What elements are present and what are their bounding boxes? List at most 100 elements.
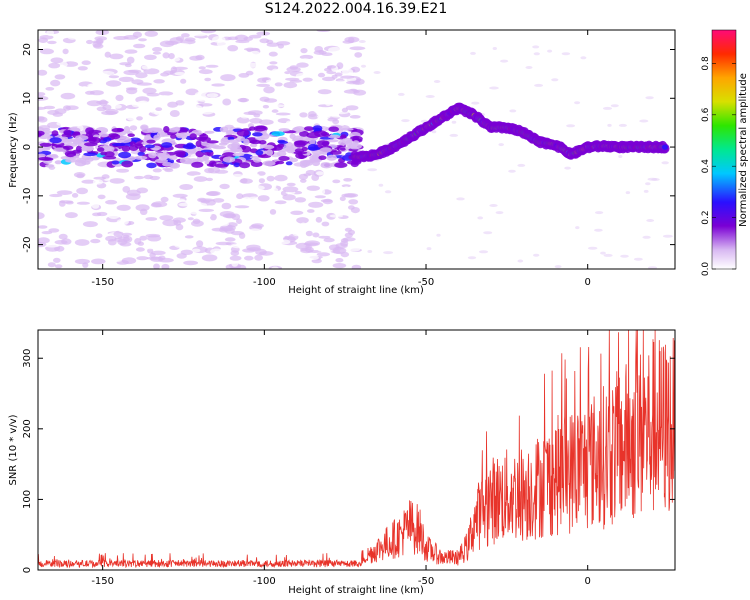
heatmap-cell bbox=[38, 111, 44, 116]
heatmap-cell bbox=[38, 132, 42, 137]
heatmap-cell bbox=[206, 177, 213, 182]
heatmap-cell bbox=[218, 142, 228, 146]
heatmap-cell bbox=[60, 92, 76, 100]
heatmap-cell bbox=[275, 112, 291, 116]
heatmap-cell bbox=[139, 235, 148, 241]
heatmap-cell bbox=[137, 151, 145, 157]
heatmap-cell bbox=[144, 30, 158, 37]
heatmap-cell bbox=[451, 120, 457, 124]
heatmap-cell bbox=[84, 157, 94, 162]
heatmap-cell bbox=[116, 204, 131, 211]
heatmap-cell bbox=[89, 90, 104, 96]
heatmap-cell bbox=[263, 86, 275, 94]
heatmap-cell bbox=[187, 217, 194, 221]
heatmap-cell bbox=[401, 119, 410, 123]
heatmap-cell bbox=[172, 209, 183, 213]
heatmap-cell bbox=[246, 62, 258, 68]
heatmap-cell bbox=[180, 249, 193, 255]
heatmap-cell bbox=[257, 216, 267, 222]
heatmap-cell bbox=[183, 260, 199, 266]
heatmap-cell bbox=[335, 258, 344, 263]
heatmap-cell bbox=[306, 160, 313, 166]
heatmap-cell bbox=[318, 155, 327, 160]
heatmap-cell bbox=[355, 221, 366, 228]
heatmap-cell bbox=[38, 262, 44, 267]
heatmap-cell bbox=[600, 251, 606, 255]
heatmap-cell bbox=[182, 144, 197, 150]
heatmap-cell bbox=[580, 56, 587, 60]
heatmap-cell bbox=[257, 234, 266, 241]
spectrogram-xlabel: Height of straight line (km) bbox=[288, 285, 424, 296]
heatmap-cell bbox=[230, 145, 243, 153]
heatmap-cell bbox=[126, 115, 137, 121]
heatmap-cell bbox=[154, 109, 167, 116]
heatmap-cell bbox=[111, 160, 120, 165]
heatmap-cell bbox=[360, 64, 367, 68]
heatmap-cell bbox=[248, 50, 261, 58]
heatmap-cell bbox=[306, 90, 314, 96]
heatmap-cell bbox=[275, 160, 285, 165]
heatmap-cell bbox=[289, 201, 304, 208]
heatmap-cell bbox=[306, 185, 320, 191]
heatmap-cell bbox=[151, 250, 166, 256]
heatmap-cell bbox=[174, 72, 186, 76]
heatmap-cell bbox=[105, 199, 118, 205]
heatmap-cell bbox=[152, 168, 162, 173]
heatmap-cell bbox=[59, 200, 74, 204]
heatmap-cell bbox=[140, 120, 152, 126]
heatmap-cell bbox=[210, 214, 217, 221]
heatmap-cell bbox=[113, 104, 122, 109]
heatmap-cell bbox=[193, 176, 208, 182]
heatmap-cell bbox=[346, 80, 361, 85]
heatmap-cell bbox=[298, 173, 308, 180]
heatmap-cell bbox=[340, 75, 355, 79]
heatmap-cell bbox=[161, 263, 170, 269]
heatmap-cell bbox=[195, 140, 202, 148]
heatmap-cell bbox=[150, 202, 162, 208]
heatmap-cell bbox=[201, 232, 216, 238]
heatmap-cell bbox=[61, 88, 75, 93]
heatmap-cell bbox=[329, 150, 342, 155]
heatmap-cell bbox=[121, 160, 134, 168]
heatmap-cell bbox=[52, 164, 69, 168]
heatmap-cell bbox=[293, 126, 305, 133]
heatmap-cell bbox=[112, 143, 126, 147]
heatmap-cell bbox=[168, 53, 175, 60]
heatmap-cell bbox=[156, 131, 168, 138]
heatmap-cell bbox=[158, 114, 173, 119]
heatmap-cell bbox=[224, 237, 236, 242]
heatmap-cell bbox=[271, 266, 279, 269]
heatmap-cell bbox=[191, 32, 207, 37]
heatmap-cell bbox=[174, 241, 184, 248]
heatmap-cell bbox=[143, 245, 156, 250]
heatmap-cell bbox=[350, 211, 362, 219]
heatmap-cell bbox=[253, 113, 261, 118]
heatmap-cell bbox=[138, 197, 147, 202]
heatmap-cell bbox=[152, 47, 163, 52]
heatmap-cell bbox=[307, 143, 319, 151]
heatmap-cell bbox=[315, 264, 329, 268]
heatmap-cell bbox=[321, 221, 330, 227]
heatmap-cell bbox=[57, 210, 65, 215]
heatmap-cell bbox=[607, 123, 612, 127]
heatmap-cell bbox=[234, 34, 248, 42]
heatmap-cell bbox=[136, 116, 143, 121]
heatmap-cell bbox=[566, 124, 576, 128]
heatmap-cell bbox=[109, 53, 124, 60]
heatmap-cell bbox=[308, 111, 317, 117]
heatmap-cell bbox=[279, 170, 292, 175]
heatmap-cell bbox=[208, 160, 217, 167]
heatmap-cell bbox=[196, 240, 204, 248]
heatmap-cell bbox=[288, 100, 304, 104]
heatmap-cell bbox=[271, 68, 279, 75]
heatmap-cell bbox=[256, 31, 271, 36]
heatmap-cell bbox=[278, 156, 290, 161]
heatmap-cell bbox=[309, 138, 316, 145]
heatmap-cell bbox=[181, 33, 190, 38]
heatmap-cell bbox=[176, 43, 190, 47]
heatmap-cell bbox=[155, 158, 168, 164]
heatmap-cell bbox=[199, 133, 209, 140]
heatmap-cell bbox=[88, 129, 102, 134]
heatmap-cell bbox=[196, 202, 208, 210]
heatmap-cell bbox=[58, 116, 70, 121]
